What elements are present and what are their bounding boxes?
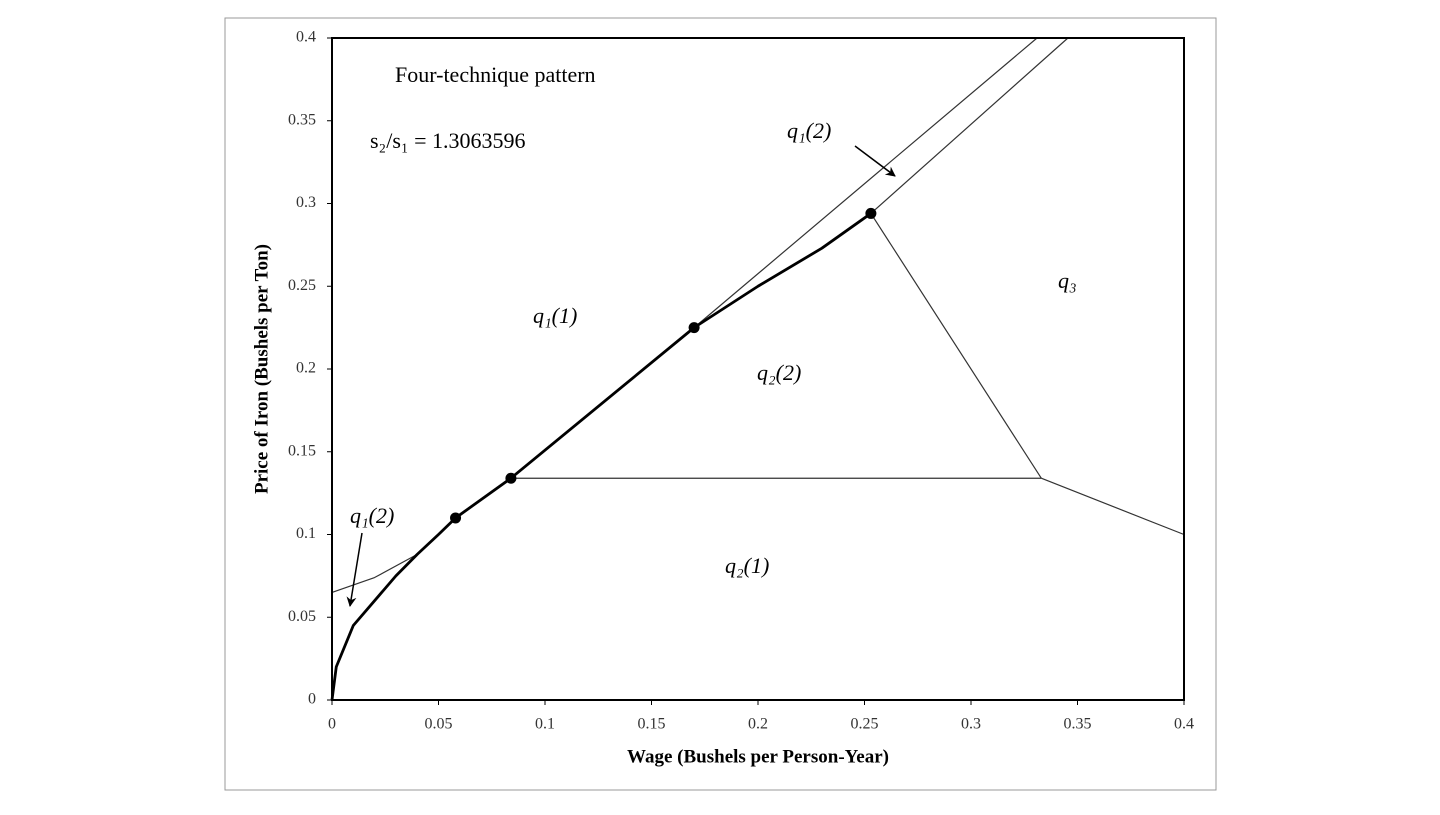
x-tick-label: 0.4 (1174, 716, 1194, 733)
x-tick-label: 0.2 (748, 716, 768, 733)
arrow (346, 532, 363, 607)
x-axis-title: Wage (Bushels per Person-Year) (627, 746, 889, 767)
y-axis-title: Price of Iron (Bushels per Ton) (251, 244, 272, 494)
region-label: q₃ (1058, 268, 1077, 293)
y-tick-label: 0.15 (288, 442, 316, 459)
point (865, 207, 877, 219)
x-tick-label: 0.25 (851, 716, 879, 733)
y-tick-label: 0.2 (296, 360, 316, 377)
region-label: q₁(2) (787, 118, 831, 143)
y-tick-label: 0.3 (296, 194, 316, 211)
line (870, 37, 1069, 214)
point (688, 322, 700, 334)
x-tick-label: 0 (328, 716, 336, 733)
note-title: Four-technique pattern (395, 62, 596, 87)
x-tick-label: 0.15 (638, 716, 666, 733)
y-tick-label: 0.35 (288, 111, 316, 128)
x-tick-label: 0.1 (535, 716, 555, 733)
region-label: q₂(2) (757, 360, 801, 385)
point (505, 472, 517, 484)
x-tick-label: 0.35 (1064, 716, 1092, 733)
y-tick-label: 0.4 (296, 29, 316, 46)
y-tick-label: 0.1 (296, 525, 316, 542)
x-tick-label: 0.3 (961, 716, 981, 733)
chart-border (224, 17, 1217, 791)
line (1041, 477, 1185, 536)
ratio: s₂/s₁ = 1.3063596 (370, 128, 525, 153)
line (870, 213, 1042, 479)
x-tick-label: 0.05 (425, 716, 453, 733)
y-tick-label: 0 (308, 691, 316, 708)
region-label: q₁(2) (350, 503, 394, 528)
line (330, 212, 872, 701)
y-tick-label: 0.05 (288, 608, 316, 625)
region-label: q₁(1) (533, 303, 577, 328)
y-tick-label: 0.25 (288, 277, 316, 294)
arrow (854, 145, 896, 177)
point (450, 512, 462, 524)
region-label: q₂(1) (725, 553, 769, 578)
